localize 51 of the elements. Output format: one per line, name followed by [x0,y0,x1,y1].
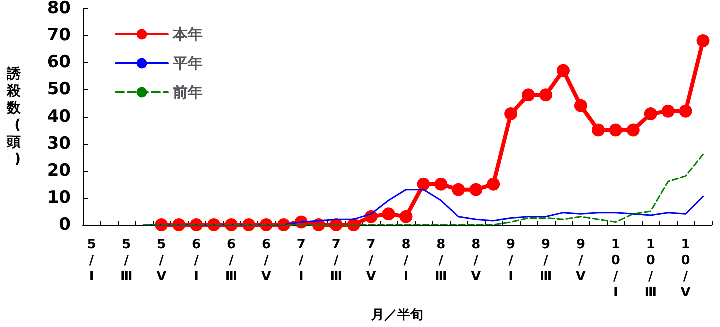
x-tick-label: 5/Ⅲ [120,238,133,284]
x-tick-label: 5/Ⅰ [87,238,96,284]
point [417,178,430,191]
point [470,183,483,196]
x-tick-label: 6/Ⅲ [225,238,238,284]
x-tick-label: 9/Ⅰ [506,238,516,284]
x-tick-label: 10/Ⅴ [680,238,691,300]
x-tick-label: 8/Ⅲ [435,238,448,284]
point [400,210,413,224]
point [487,178,500,191]
y-tick-label: 20 [47,160,72,181]
y-tick-label: 50 [47,80,72,100]
y-tick-label: 80 [47,0,72,18]
point [592,124,605,137]
y-axis-title: 誘殺数(頭) [6,65,22,168]
y-tick-label: 40 [47,106,72,127]
x-tick-label: 10/Ⅲ [644,238,657,300]
point [609,124,622,137]
x-tick-label: 7/Ⅴ [366,238,376,284]
x-axis-title: 月／半旬 [370,308,424,323]
point [679,104,692,118]
x-tick-label: 7/Ⅰ [296,238,306,284]
x-tick-label: 6/Ⅰ [192,238,202,284]
point [574,99,588,112]
point [434,178,448,191]
legend-label: 前年 [172,84,203,102]
y-tick-label: 10 [47,188,72,208]
x-tick-label: 8/Ⅴ [471,238,482,284]
point [504,108,518,121]
point [626,124,640,137]
point [452,183,466,196]
y-tick-label: 60 [47,52,72,73]
x-tick-label: 8/Ⅰ [402,238,411,284]
point [540,88,553,102]
point [522,88,536,102]
y-tick-label: 30 [47,134,72,154]
y-tick-label: 70 [47,26,72,46]
x-tick-label: 7/Ⅲ [330,238,342,284]
x-tick-label: 6/Ⅴ [261,238,272,284]
point [557,64,570,78]
point [644,108,658,121]
point [662,104,675,118]
x-tick-label: 10/Ⅰ [611,238,620,300]
x-tick-label: 5/Ⅴ [156,238,167,284]
legend-label: 本年 [172,26,203,44]
point [696,34,710,48]
x-tick-label: 9/Ⅴ [576,238,586,284]
x-tick-label: 9/Ⅲ [540,238,552,284]
legend-label: 平年 [172,54,203,72]
point [382,208,396,221]
y-tick-label: 0 [59,215,72,235]
